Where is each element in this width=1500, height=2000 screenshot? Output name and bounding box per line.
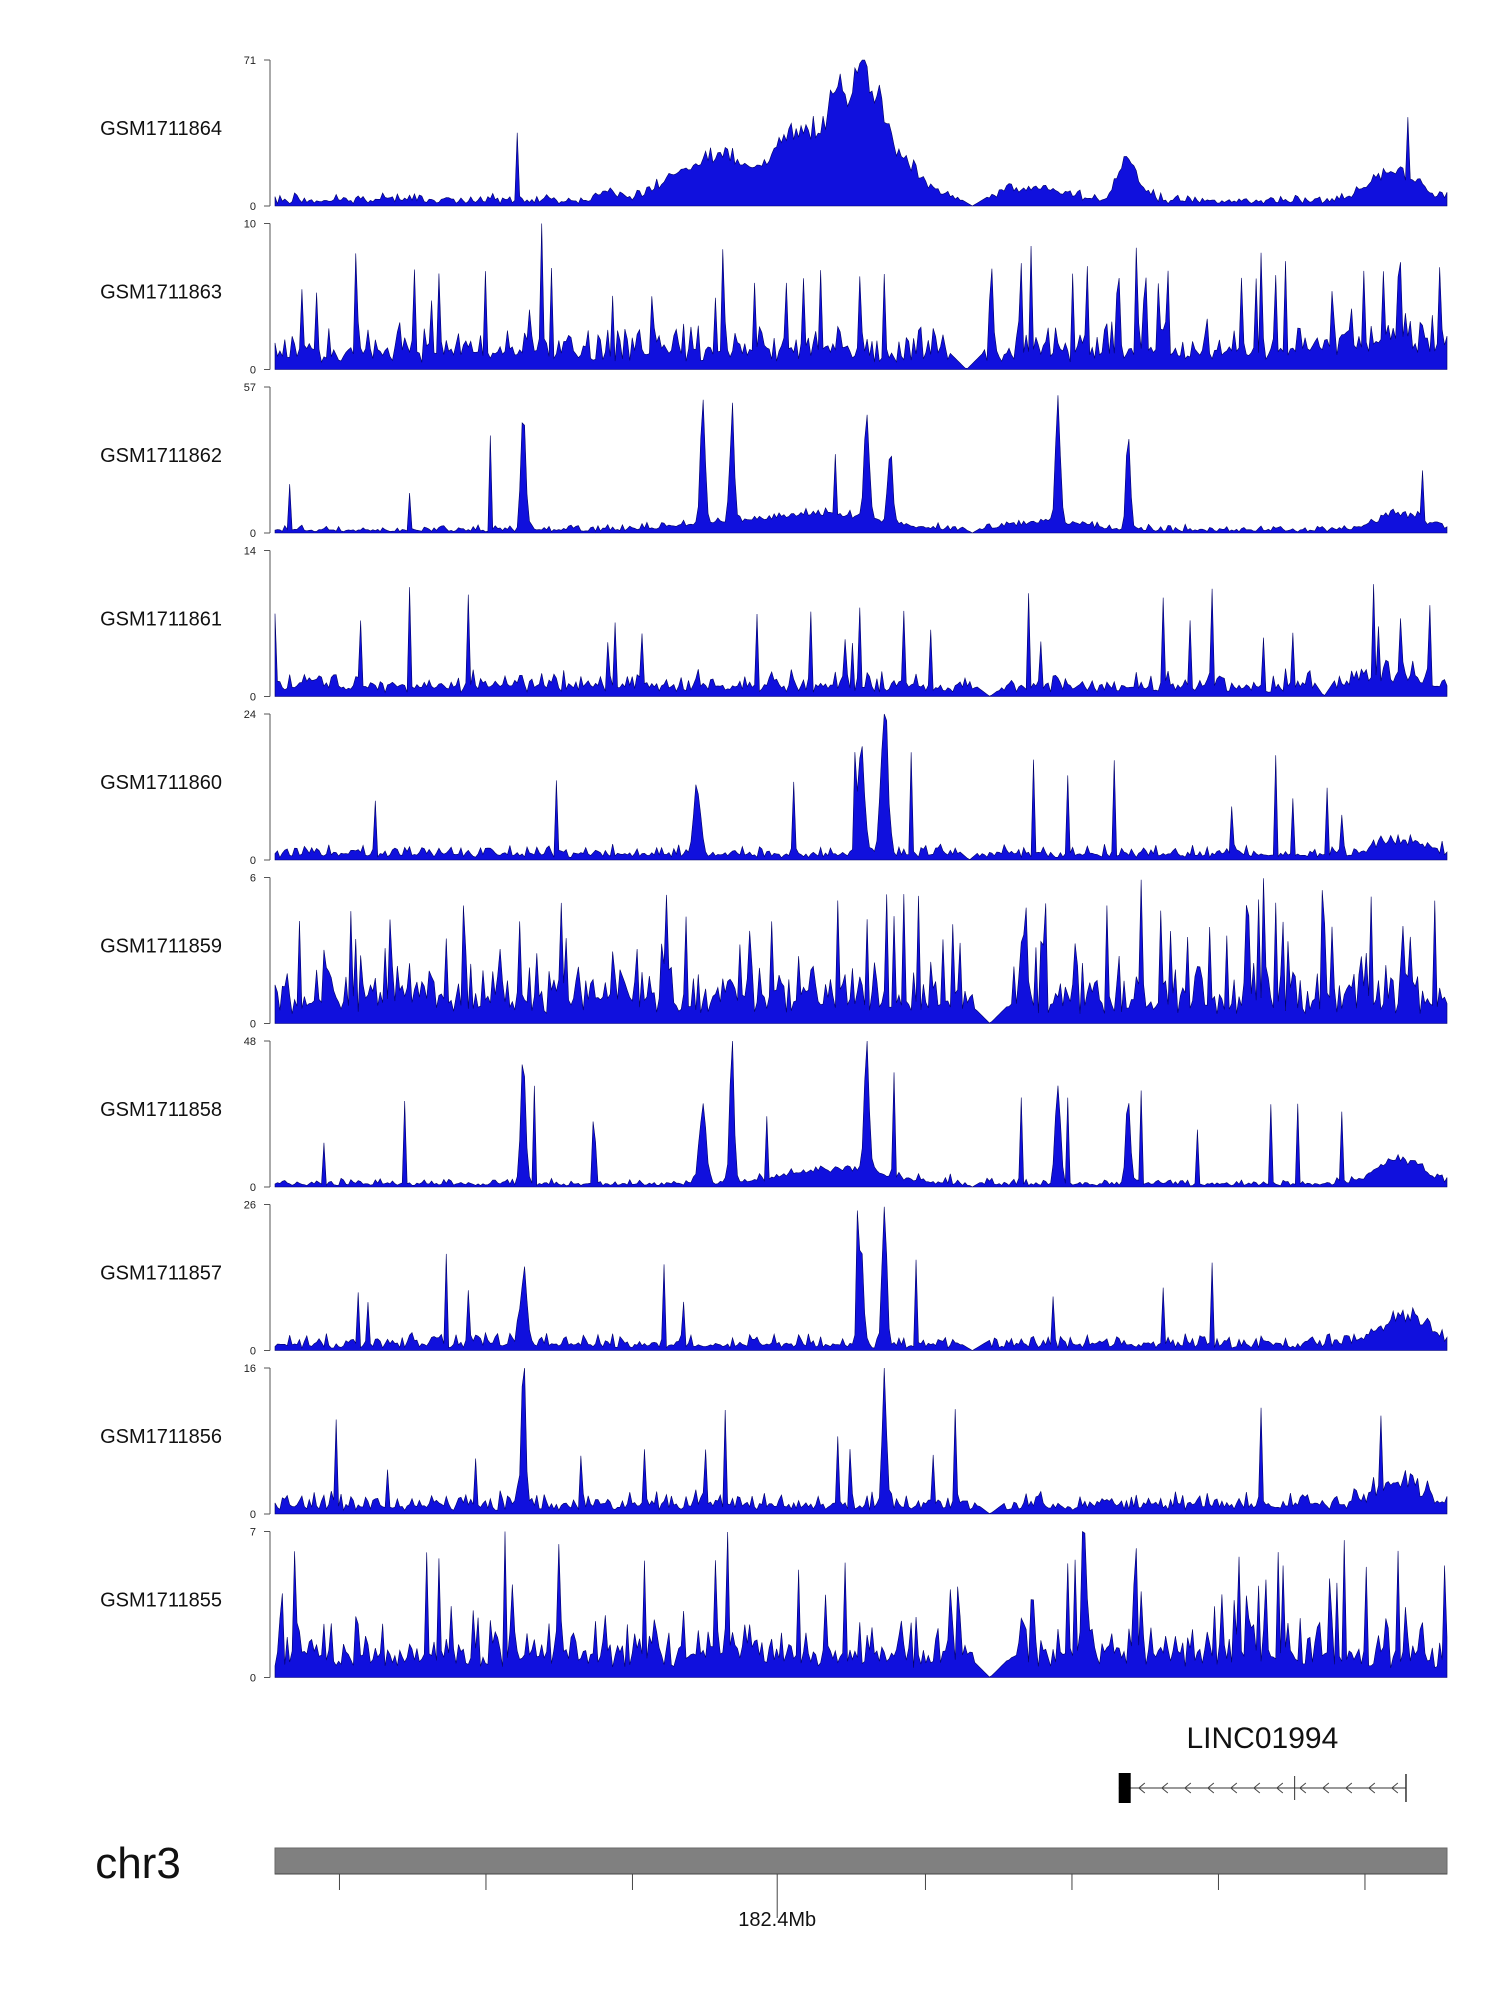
track-GSM1711855: 7 0 GSM1711855 <box>100 1527 1448 1685</box>
track-label: GSM1711860 <box>100 772 222 794</box>
y-axis-min-label: 0 <box>250 1182 256 1194</box>
y-axis-min-label: 0 <box>250 528 256 540</box>
gene-exon-block <box>1118 1773 1131 1803</box>
track-GSM1711862: 57 0 GSM1711862 <box>100 382 1448 540</box>
track-GSM1711864: 71 0 GSM1711864 <box>100 55 1448 213</box>
signal-area <box>274 713 1448 861</box>
y-axis-min-label: 0 <box>250 692 256 704</box>
track-label: GSM1711859 <box>100 936 222 958</box>
strand-arrow <box>1345 1782 1353 1794</box>
track-label: GSM1711858 <box>100 1099 222 1121</box>
strand-arrow <box>1253 1782 1261 1794</box>
track-label: GSM1711856 <box>100 1426 222 1448</box>
track-GSM1711861: 14 0 GSM1711861 <box>100 546 1448 704</box>
y-axis-max-label: 71 <box>244 55 256 67</box>
track-label: GSM1711861 <box>100 609 222 631</box>
y-axis-max-label: 48 <box>244 1036 256 1048</box>
track-label: GSM1711862 <box>100 445 222 467</box>
y-axis-max-label: 10 <box>244 219 256 231</box>
y-axis-max-label: 14 <box>244 546 256 558</box>
gene-annotation-track: LINC01994 <box>1118 1722 1407 1803</box>
track-label: GSM1711863 <box>100 282 222 304</box>
y-axis-max-label: 57 <box>244 382 256 394</box>
y-axis-min-label: 0 <box>250 1346 256 1358</box>
signal-tracks: 71 0 GSM1711864 10 0 GSM1711863 57 0 GSM1711862 1… <box>100 55 1448 1685</box>
y-axis-max-label: 7 <box>250 1527 256 1539</box>
strand-arrow <box>1230 1782 1238 1794</box>
signal-area <box>274 1367 1448 1515</box>
chromosome-label: chr3 <box>95 1839 181 1888</box>
strand-arrow <box>1368 1782 1376 1794</box>
track-GSM1711860: 24 0 GSM1711860 <box>100 709 1448 867</box>
strand-arrow <box>1184 1782 1192 1794</box>
track-label: GSM1711855 <box>100 1590 222 1612</box>
strand-arrow <box>1207 1782 1215 1794</box>
signal-area <box>274 59 1448 207</box>
strand-arrow <box>1322 1782 1330 1794</box>
strand-arrow <box>1276 1782 1284 1794</box>
y-axis-max-label: 16 <box>244 1363 256 1375</box>
signal-area <box>274 584 1448 697</box>
y-axis-min-label: 0 <box>250 201 256 213</box>
signal-area <box>274 878 1448 1024</box>
y-axis-min-label: 0 <box>250 1673 256 1685</box>
signal-area <box>274 1040 1448 1188</box>
track-label: GSM1711864 <box>100 118 222 140</box>
y-axis-min-label: 0 <box>250 365 256 377</box>
track-GSM1711856: 16 0 GSM1711856 <box>100 1363 1448 1521</box>
y-axis-max-label: 26 <box>244 1200 256 1212</box>
signal-area <box>274 1206 1448 1351</box>
signal-area <box>274 1530 1448 1678</box>
genomic-position-label: 182.4Mb <box>738 1909 816 1931</box>
strand-arrow <box>1138 1782 1146 1794</box>
strand-arrow <box>1161 1782 1169 1794</box>
track-GSM1711857: 26 0 GSM1711857 <box>100 1200 1448 1358</box>
y-axis-max-label: 6 <box>250 873 256 885</box>
strand-arrow <box>1391 1782 1399 1794</box>
signal-area <box>274 395 1448 534</box>
gene-label: LINC01994 <box>1187 1722 1339 1755</box>
track-GSM1711858: 48 0 GSM1711858 <box>100 1036 1448 1194</box>
y-axis-min-label: 0 <box>250 1509 256 1521</box>
y-axis-max-label: 24 <box>244 709 256 721</box>
signal-area <box>274 223 1448 370</box>
strand-arrow <box>1299 1782 1307 1794</box>
track-GSM1711863: 10 0 GSM1711863 <box>100 219 1448 377</box>
chromosome-ideogram <box>274 1847 1448 1875</box>
y-axis-min-label: 0 <box>250 1019 256 1031</box>
track-GSM1711859: 6 0 GSM1711859 <box>100 873 1448 1031</box>
track-label: GSM1711857 <box>100 1263 222 1285</box>
y-axis-min-label: 0 <box>250 855 256 867</box>
chromosome-track: chr3 182.4Mb <box>95 1839 1448 1931</box>
